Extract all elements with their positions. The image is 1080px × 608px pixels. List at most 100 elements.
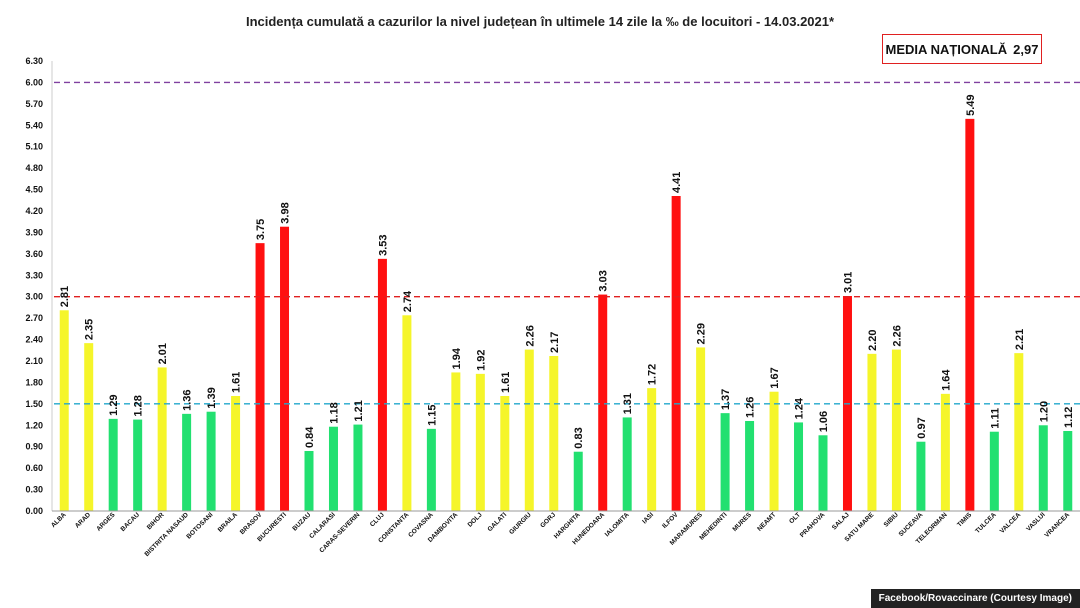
- image-credit: Facebook/Rovaccinare (Courtesy Image): [870, 589, 1080, 608]
- x-tick-label: GALATI: [487, 511, 509, 533]
- data-label: 3.01: [842, 272, 854, 293]
- bar: [157, 367, 167, 511]
- x-tick-label: IALOMITA: [604, 511, 631, 538]
- bar: [891, 349, 901, 511]
- data-label: 0.83: [573, 427, 585, 448]
- data-label: 3.98: [280, 202, 292, 223]
- data-label: 3.03: [598, 270, 610, 291]
- data-label: 1.31: [622, 393, 634, 414]
- national-average-value: 2,97: [1013, 41, 1039, 57]
- data-label: 2.74: [402, 290, 414, 312]
- bar: [59, 310, 69, 511]
- y-tick-label: 2.70: [25, 313, 43, 323]
- x-tick-label: IASI: [641, 511, 655, 525]
- data-label: 1.24: [794, 397, 806, 419]
- y-tick-label: 5.40: [25, 120, 43, 130]
- x-tick-label: BIHOR: [146, 511, 166, 531]
- y-tick-label: 3.30: [25, 270, 43, 280]
- bar: [598, 294, 608, 511]
- data-label: 2.35: [84, 319, 96, 340]
- data-label: 1.12: [1063, 407, 1075, 428]
- bar: [255, 243, 265, 511]
- bar: [1063, 431, 1073, 511]
- data-label: 0.84: [304, 426, 316, 448]
- bar: [402, 315, 412, 511]
- x-tick-label: SALAJ: [831, 511, 851, 531]
- data-label: 2.26: [524, 325, 536, 346]
- bar: [108, 418, 118, 511]
- x-tick-label: MURES: [731, 511, 753, 533]
- y-tick-label: 4.80: [25, 163, 43, 173]
- y-tick-label: 6.00: [25, 77, 43, 87]
- x-tick-label: DOLJ: [467, 511, 484, 528]
- bar: [353, 424, 363, 511]
- bar: [818, 435, 828, 511]
- x-tick-label: BRASOV: [239, 511, 264, 536]
- y-tick-label: 3.90: [25, 227, 43, 237]
- y-tick-label: 5.70: [25, 99, 43, 109]
- data-label: 3.53: [377, 234, 389, 255]
- data-label: 1.11: [989, 408, 1001, 429]
- x-tick-label: SIBIU: [883, 511, 900, 528]
- x-tick-label: NEAMT: [756, 511, 777, 532]
- y-tick-label: 2.40: [25, 335, 43, 345]
- y-tick-label: 3.60: [25, 249, 43, 259]
- bar: [745, 421, 755, 511]
- bar: [573, 451, 583, 511]
- bar: [304, 451, 314, 511]
- data-label: 1.64: [940, 369, 952, 391]
- data-label: 1.67: [769, 367, 781, 388]
- data-label: 0.97: [916, 417, 928, 438]
- national-average-box: MEDIA NAȚIONALĂ 2,97: [882, 34, 1042, 64]
- data-label: 2.21: [1014, 329, 1026, 350]
- data-label: 2.20: [867, 329, 879, 350]
- y-tick-label: 4.50: [25, 185, 43, 195]
- data-label: 2.26: [891, 325, 903, 346]
- y-tick-label: 0.30: [25, 485, 43, 495]
- bar: [500, 396, 510, 511]
- data-label: 2.81: [59, 286, 71, 307]
- y-tick-label: 6.30: [25, 56, 43, 66]
- x-tick-label: GORJ: [539, 511, 557, 529]
- x-tick-label: VASLUI: [1025, 511, 1047, 533]
- data-label: 1.72: [647, 364, 659, 385]
- bar: [867, 353, 877, 511]
- bar: [989, 431, 999, 511]
- bar: [182, 413, 192, 511]
- x-tick-label: VALCEA: [999, 511, 1023, 535]
- data-label: 1.39: [206, 387, 218, 408]
- data-label: 1.28: [133, 395, 145, 416]
- data-label: 1.94: [451, 347, 463, 369]
- data-label: 1.61: [231, 372, 243, 393]
- x-tick-label: BISTRITA NASAUD: [143, 511, 190, 558]
- bar: [280, 226, 290, 511]
- bar: [524, 349, 534, 511]
- bar: [794, 422, 804, 511]
- national-average-label: MEDIA NAȚIONALĂ: [885, 41, 1008, 57]
- data-label: 1.21: [353, 400, 365, 421]
- chart-title: Incidența cumulată a cazurilor la nivel …: [245, 14, 835, 29]
- data-label: 1.15: [426, 404, 438, 425]
- bar: [451, 372, 461, 511]
- bar: [426, 428, 436, 511]
- bar: [1014, 353, 1024, 511]
- bar: [1038, 425, 1048, 511]
- bar: [940, 393, 950, 511]
- y-tick-label: 2.10: [25, 356, 43, 366]
- data-label: 2.17: [549, 332, 561, 353]
- x-tick-label: ALBA: [50, 511, 68, 529]
- y-tick-label: 0.60: [25, 463, 43, 473]
- x-tick-label: ARGES: [95, 511, 117, 533]
- data-label: 1.06: [818, 411, 830, 432]
- bar: [84, 343, 94, 511]
- x-tick-label: BRAILA: [217, 511, 240, 534]
- data-label: 1.92: [475, 349, 487, 370]
- y-tick-label: 5.10: [25, 142, 43, 152]
- data-label: 1.29: [108, 394, 120, 415]
- bar: [377, 258, 387, 511]
- data-label: 5.49: [965, 94, 977, 115]
- y-tick-label: 3.00: [25, 292, 43, 302]
- bar: [696, 347, 706, 511]
- data-label: 1.61: [500, 372, 512, 393]
- y-tick-label: 4.20: [25, 206, 43, 216]
